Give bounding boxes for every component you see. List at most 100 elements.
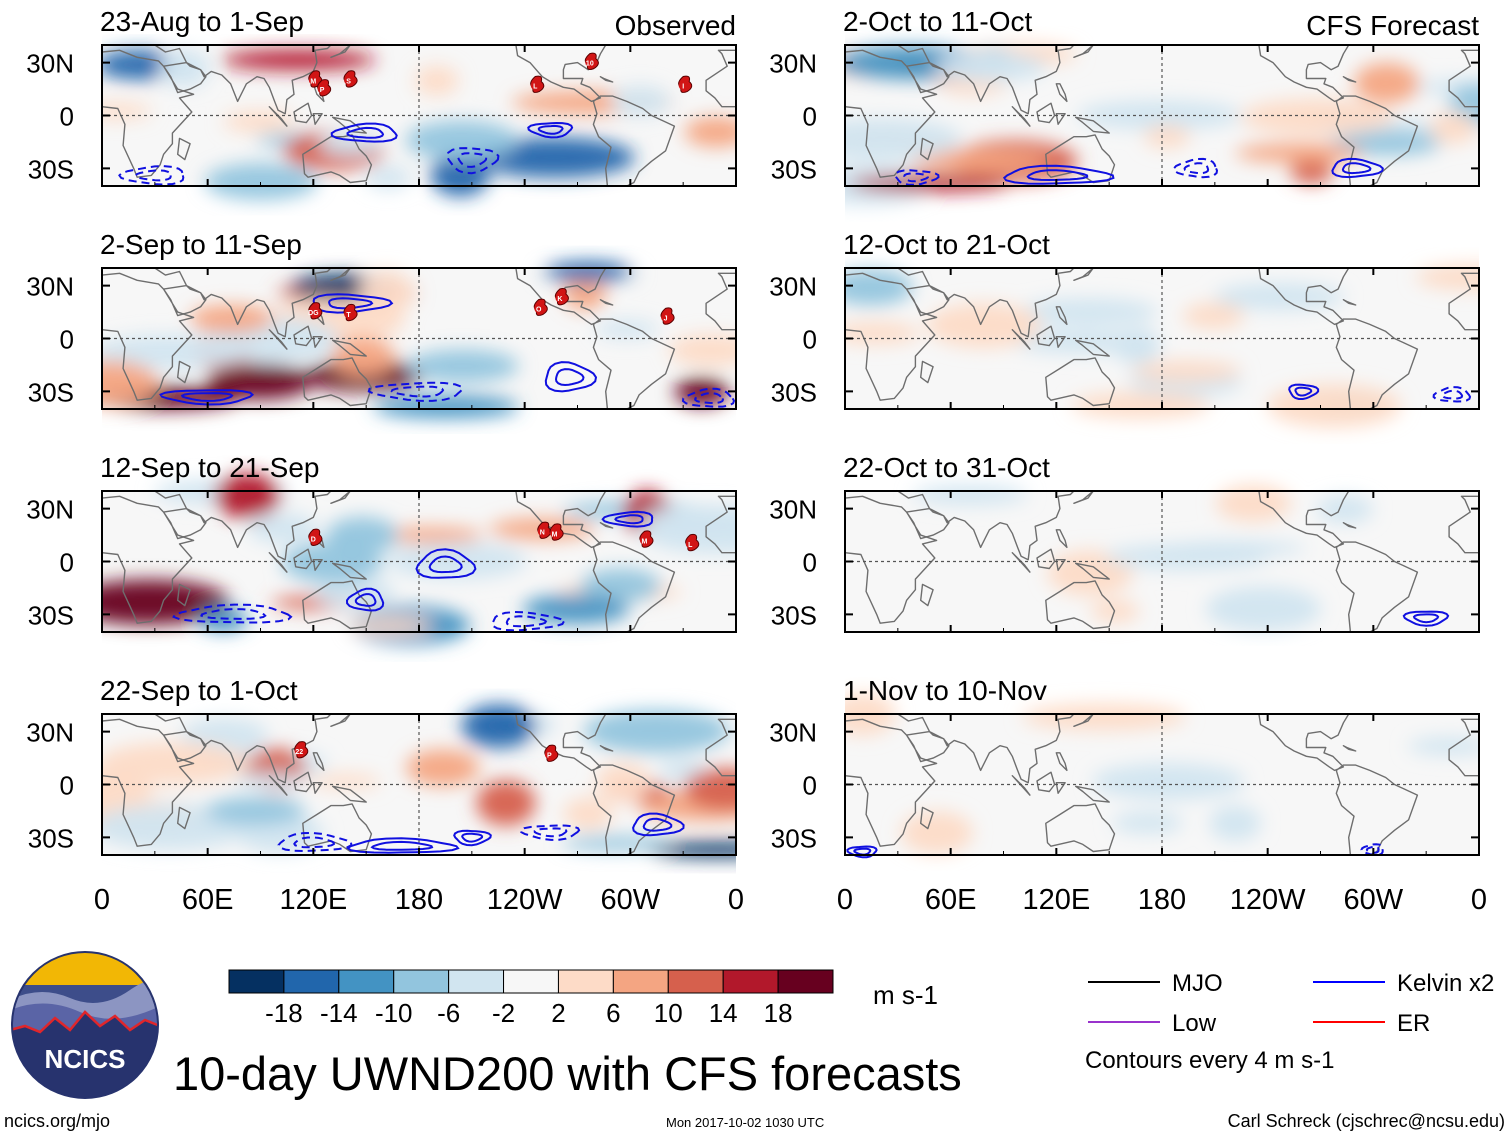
lat-label: 30S — [28, 823, 74, 853]
kelvin-contour-inner — [537, 124, 564, 135]
colorbar-swatch — [228, 969, 285, 994]
colorbar-label: -10 — [375, 998, 413, 1028]
panel-title: 22-Sep to 1-Oct — [100, 675, 298, 706]
kelvin-contour — [1331, 157, 1384, 179]
map-panel: 30N 0 30S 12-Oct to 21-Oct — [769, 229, 1480, 428]
lat-label: 30S — [771, 600, 817, 630]
anomaly-blob — [102, 102, 152, 120]
storm-marker: 22 — [294, 741, 309, 759]
anomaly-blob — [1205, 586, 1321, 632]
anomaly-blob — [204, 163, 318, 201]
kelvin-contour — [118, 165, 185, 186]
colorbar-label: 2 — [551, 998, 565, 1028]
storm-marker: S — [343, 70, 358, 88]
kelvin-contour — [446, 147, 500, 175]
anomaly-blob — [1070, 392, 1210, 419]
lat-label: 30S — [28, 377, 74, 407]
anomaly-blob — [1214, 282, 1345, 311]
lon-label: 120E — [279, 884, 347, 916]
anomaly-blob — [583, 709, 730, 754]
storm-marker: M — [308, 70, 323, 88]
colorbar-label: -14 — [320, 998, 358, 1028]
lon-label: 0 — [728, 884, 744, 916]
storm-marker: L — [530, 75, 545, 93]
kelvin-contour-inner — [134, 169, 172, 182]
anomaly-blob — [1164, 540, 1306, 557]
anomaly-blob — [543, 261, 633, 282]
storm-center — [685, 539, 695, 549]
anomaly-blob — [405, 749, 480, 787]
coastlines — [845, 490, 1479, 633]
lon-label: 120W — [487, 884, 563, 916]
lat-label: 30S — [771, 154, 817, 184]
storm-center — [639, 535, 649, 545]
author-credit: Carl Schreck (cjschrec@ncsu.edu) — [1228, 1111, 1505, 1131]
anomaly-blob — [1240, 98, 1395, 136]
kelvin-contour-inner — [293, 836, 335, 849]
storm-label: O — [536, 307, 542, 314]
colorbar-label: -2 — [492, 998, 515, 1028]
lat-label: 30N — [26, 718, 74, 748]
storm-center — [678, 81, 688, 91]
anomaly-blob — [414, 65, 459, 96]
kelvin-contour — [330, 122, 398, 143]
kelvin-contours — [172, 510, 654, 632]
legend-label: ER — [1397, 1010, 1430, 1037]
kelvin-contour-inner — [346, 126, 385, 139]
storm-label: DG — [308, 310, 319, 317]
main-title: 10-day UWND200 with CFS forecasts — [173, 1047, 962, 1100]
storm-center — [555, 293, 565, 303]
storm-marker: P — [544, 744, 559, 762]
kelvin-contour-inner — [180, 392, 234, 402]
kelvin-contour — [894, 169, 940, 186]
lat-label: 30N — [26, 49, 74, 79]
lon-label: 60E — [925, 884, 977, 916]
anomaly-blob — [912, 484, 1029, 505]
storm-center — [585, 58, 595, 68]
colorbar-label: 10 — [654, 998, 683, 1028]
storm-center — [534, 304, 544, 314]
coastlines — [102, 713, 736, 856]
lat-label: 30S — [28, 600, 74, 630]
coastlines — [845, 267, 1479, 410]
storm-label: 22 — [295, 749, 303, 756]
colorbar-label: -6 — [437, 998, 460, 1028]
lon-label: 60W — [601, 884, 661, 916]
storm-center — [550, 528, 560, 538]
lat-label: 0 — [803, 325, 817, 355]
anomaly-blob — [406, 349, 519, 383]
panel-column-label: Observed — [615, 10, 736, 41]
anomaly-blob — [911, 149, 1050, 173]
anomaly-blob — [1182, 302, 1245, 330]
kelvin-contour — [345, 587, 385, 612]
anomaly-shading — [845, 264, 1479, 428]
colorbar-label: 6 — [606, 998, 620, 1028]
anomaly-blob — [900, 811, 974, 855]
lat-label: 0 — [60, 771, 74, 801]
storm-label: P — [547, 753, 552, 760]
colorbar-swatch — [667, 969, 724, 994]
storm-label: D — [311, 537, 316, 544]
lat-label: 30N — [26, 495, 74, 525]
storm-marker: 10 — [584, 52, 599, 70]
anomaly-blob — [1353, 62, 1420, 104]
kelvin-contours — [277, 812, 685, 854]
anomaly-blob — [580, 568, 662, 603]
kelvin-contour — [415, 548, 477, 579]
panel-title: 23-Aug to 1-Sep — [100, 6, 304, 37]
storm-marker: M — [549, 523, 564, 541]
kelvin-contour-inner — [614, 514, 644, 525]
storm-label: L — [533, 84, 538, 91]
storm-center — [344, 309, 354, 319]
kelvin-contour — [681, 387, 736, 408]
kelvin-contour — [1172, 157, 1219, 179]
panel-title: 12-Oct to 21-Oct — [843, 229, 1050, 260]
storm-label: M — [642, 538, 648, 545]
anomaly-blob — [596, 762, 650, 803]
kelvin-contour-inner — [642, 817, 673, 832]
coastline-path — [102, 44, 736, 187]
kelvin-contour-inner — [428, 555, 463, 574]
anomaly-blob — [189, 304, 274, 333]
